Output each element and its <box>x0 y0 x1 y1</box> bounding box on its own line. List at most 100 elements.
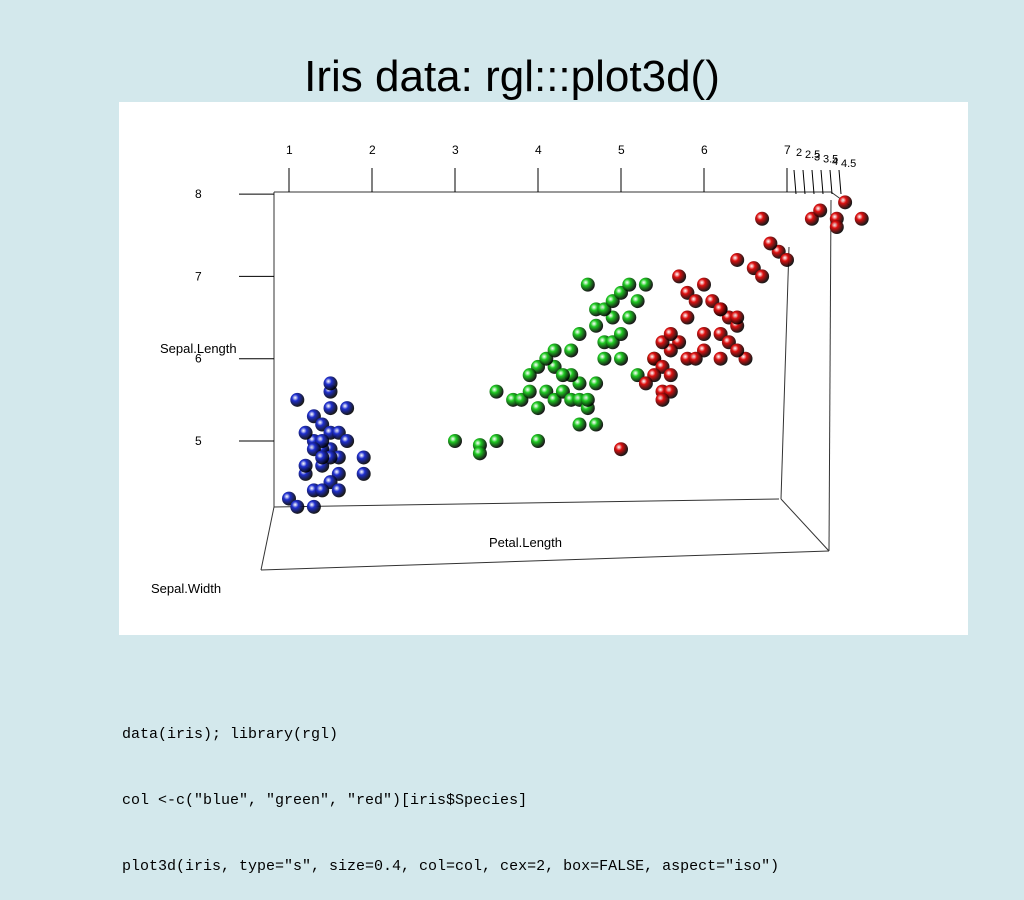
data-point <box>622 310 637 325</box>
x-tick-label: 2 <box>369 143 376 157</box>
data-point <box>630 294 645 309</box>
data-point <box>522 384 537 399</box>
data-point <box>589 376 604 391</box>
data-point <box>755 211 770 226</box>
data-point <box>572 327 587 342</box>
data-point <box>356 450 371 465</box>
z-tick-line <box>802 169 806 195</box>
y-tick-label: 6 <box>195 352 202 366</box>
data-point <box>290 499 305 514</box>
box-edge-line <box>260 550 830 571</box>
data-point <box>589 417 604 432</box>
data-point <box>340 434 355 448</box>
code-line: data(iris); library(rgl) <box>122 726 339 743</box>
data-point <box>638 376 653 391</box>
data-point <box>472 446 487 461</box>
data-point <box>688 294 703 309</box>
x-axis-label: Petal.Length <box>489 535 562 550</box>
data-point <box>672 269 687 284</box>
data-point <box>688 351 703 366</box>
data-point <box>298 425 313 440</box>
data-point <box>713 302 728 317</box>
plot-panel: 1 2 3 4 5 6 7 5 6 7 8 2 2.5 3 3.5 4 4.5 Petal.Length Sep… <box>119 102 968 635</box>
data-point <box>663 327 678 342</box>
data-point <box>697 327 711 342</box>
data-point <box>854 211 869 226</box>
data-point <box>323 401 338 416</box>
data-point <box>448 434 462 448</box>
data-point <box>622 277 637 292</box>
z-tick-line <box>811 169 815 195</box>
x-tick-label: 4 <box>535 143 542 157</box>
points-layer <box>282 195 869 514</box>
y-axis-label: Sepal.Length <box>160 341 237 356</box>
z-tick-label: 4 <box>832 156 838 168</box>
z-tick-label: 4.5 <box>841 158 856 170</box>
box-edge-line <box>780 246 790 500</box>
data-point <box>555 368 570 383</box>
y-tick-label: 7 <box>195 269 202 283</box>
data-point <box>713 351 728 366</box>
data-point <box>489 384 504 399</box>
data-point <box>323 376 338 391</box>
data-point <box>597 351 612 366</box>
code-line: plot3d(iris, type="s", size=0.4, col=col… <box>122 858 780 875</box>
data-point <box>638 277 653 292</box>
box-edge-line <box>260 506 275 571</box>
z-tick-line <box>820 169 824 195</box>
data-point <box>763 236 778 251</box>
data-point <box>356 466 371 481</box>
data-point <box>813 203 828 218</box>
data-point <box>547 343 562 358</box>
z-tick-line <box>829 169 833 195</box>
y-tick-label: 5 <box>195 434 202 448</box>
data-point <box>680 310 695 325</box>
code-block: data(iris); library(rgl) col <-c("blue",… <box>122 680 779 900</box>
data-point <box>755 269 770 284</box>
y-tick-label: 8 <box>195 187 202 201</box>
data-point <box>340 401 355 416</box>
x-tick-label: 1 <box>286 143 293 157</box>
data-point <box>531 434 545 448</box>
data-point <box>838 195 853 210</box>
z-tick-line <box>793 169 797 195</box>
data-point <box>730 343 745 358</box>
code-line: col <-c("blue", "green", "red")[iris$Spe… <box>122 792 528 809</box>
data-point <box>730 252 745 267</box>
data-point <box>531 401 545 416</box>
data-point <box>730 310 745 325</box>
z-tick-label: 2 <box>796 147 802 159</box>
data-point <box>655 392 670 407</box>
x-tick-label: 3 <box>452 143 459 157</box>
z-axis-label: Sepal.Width <box>151 581 221 596</box>
data-point <box>315 483 330 498</box>
data-point <box>697 277 711 292</box>
z-tick-line <box>838 169 842 195</box>
data-point <box>298 458 313 473</box>
data-point <box>614 351 628 366</box>
data-point <box>290 392 305 407</box>
box-edge-line <box>780 498 830 552</box>
data-point <box>306 499 321 514</box>
slide-title: Iris data: rgl:::plot3d() <box>304 52 720 101</box>
z-tick-label: 2.5 <box>805 149 820 161</box>
data-point <box>580 392 595 407</box>
z-tick-label: 3 <box>814 151 820 163</box>
data-point <box>780 252 794 267</box>
data-point <box>522 368 537 383</box>
x-tick-label: 5 <box>618 143 625 157</box>
data-point <box>614 442 628 457</box>
x-tick-label: 7 <box>784 143 791 157</box>
data-point <box>580 277 595 292</box>
data-point <box>614 327 628 342</box>
data-point <box>663 368 678 383</box>
data-point <box>331 483 346 498</box>
box-edge-line <box>273 498 780 508</box>
box-edge-line <box>828 199 832 552</box>
z-tick-label: 3.5 <box>823 154 838 166</box>
data-point <box>564 343 579 358</box>
data-point <box>829 220 844 235</box>
data-point <box>572 417 587 432</box>
